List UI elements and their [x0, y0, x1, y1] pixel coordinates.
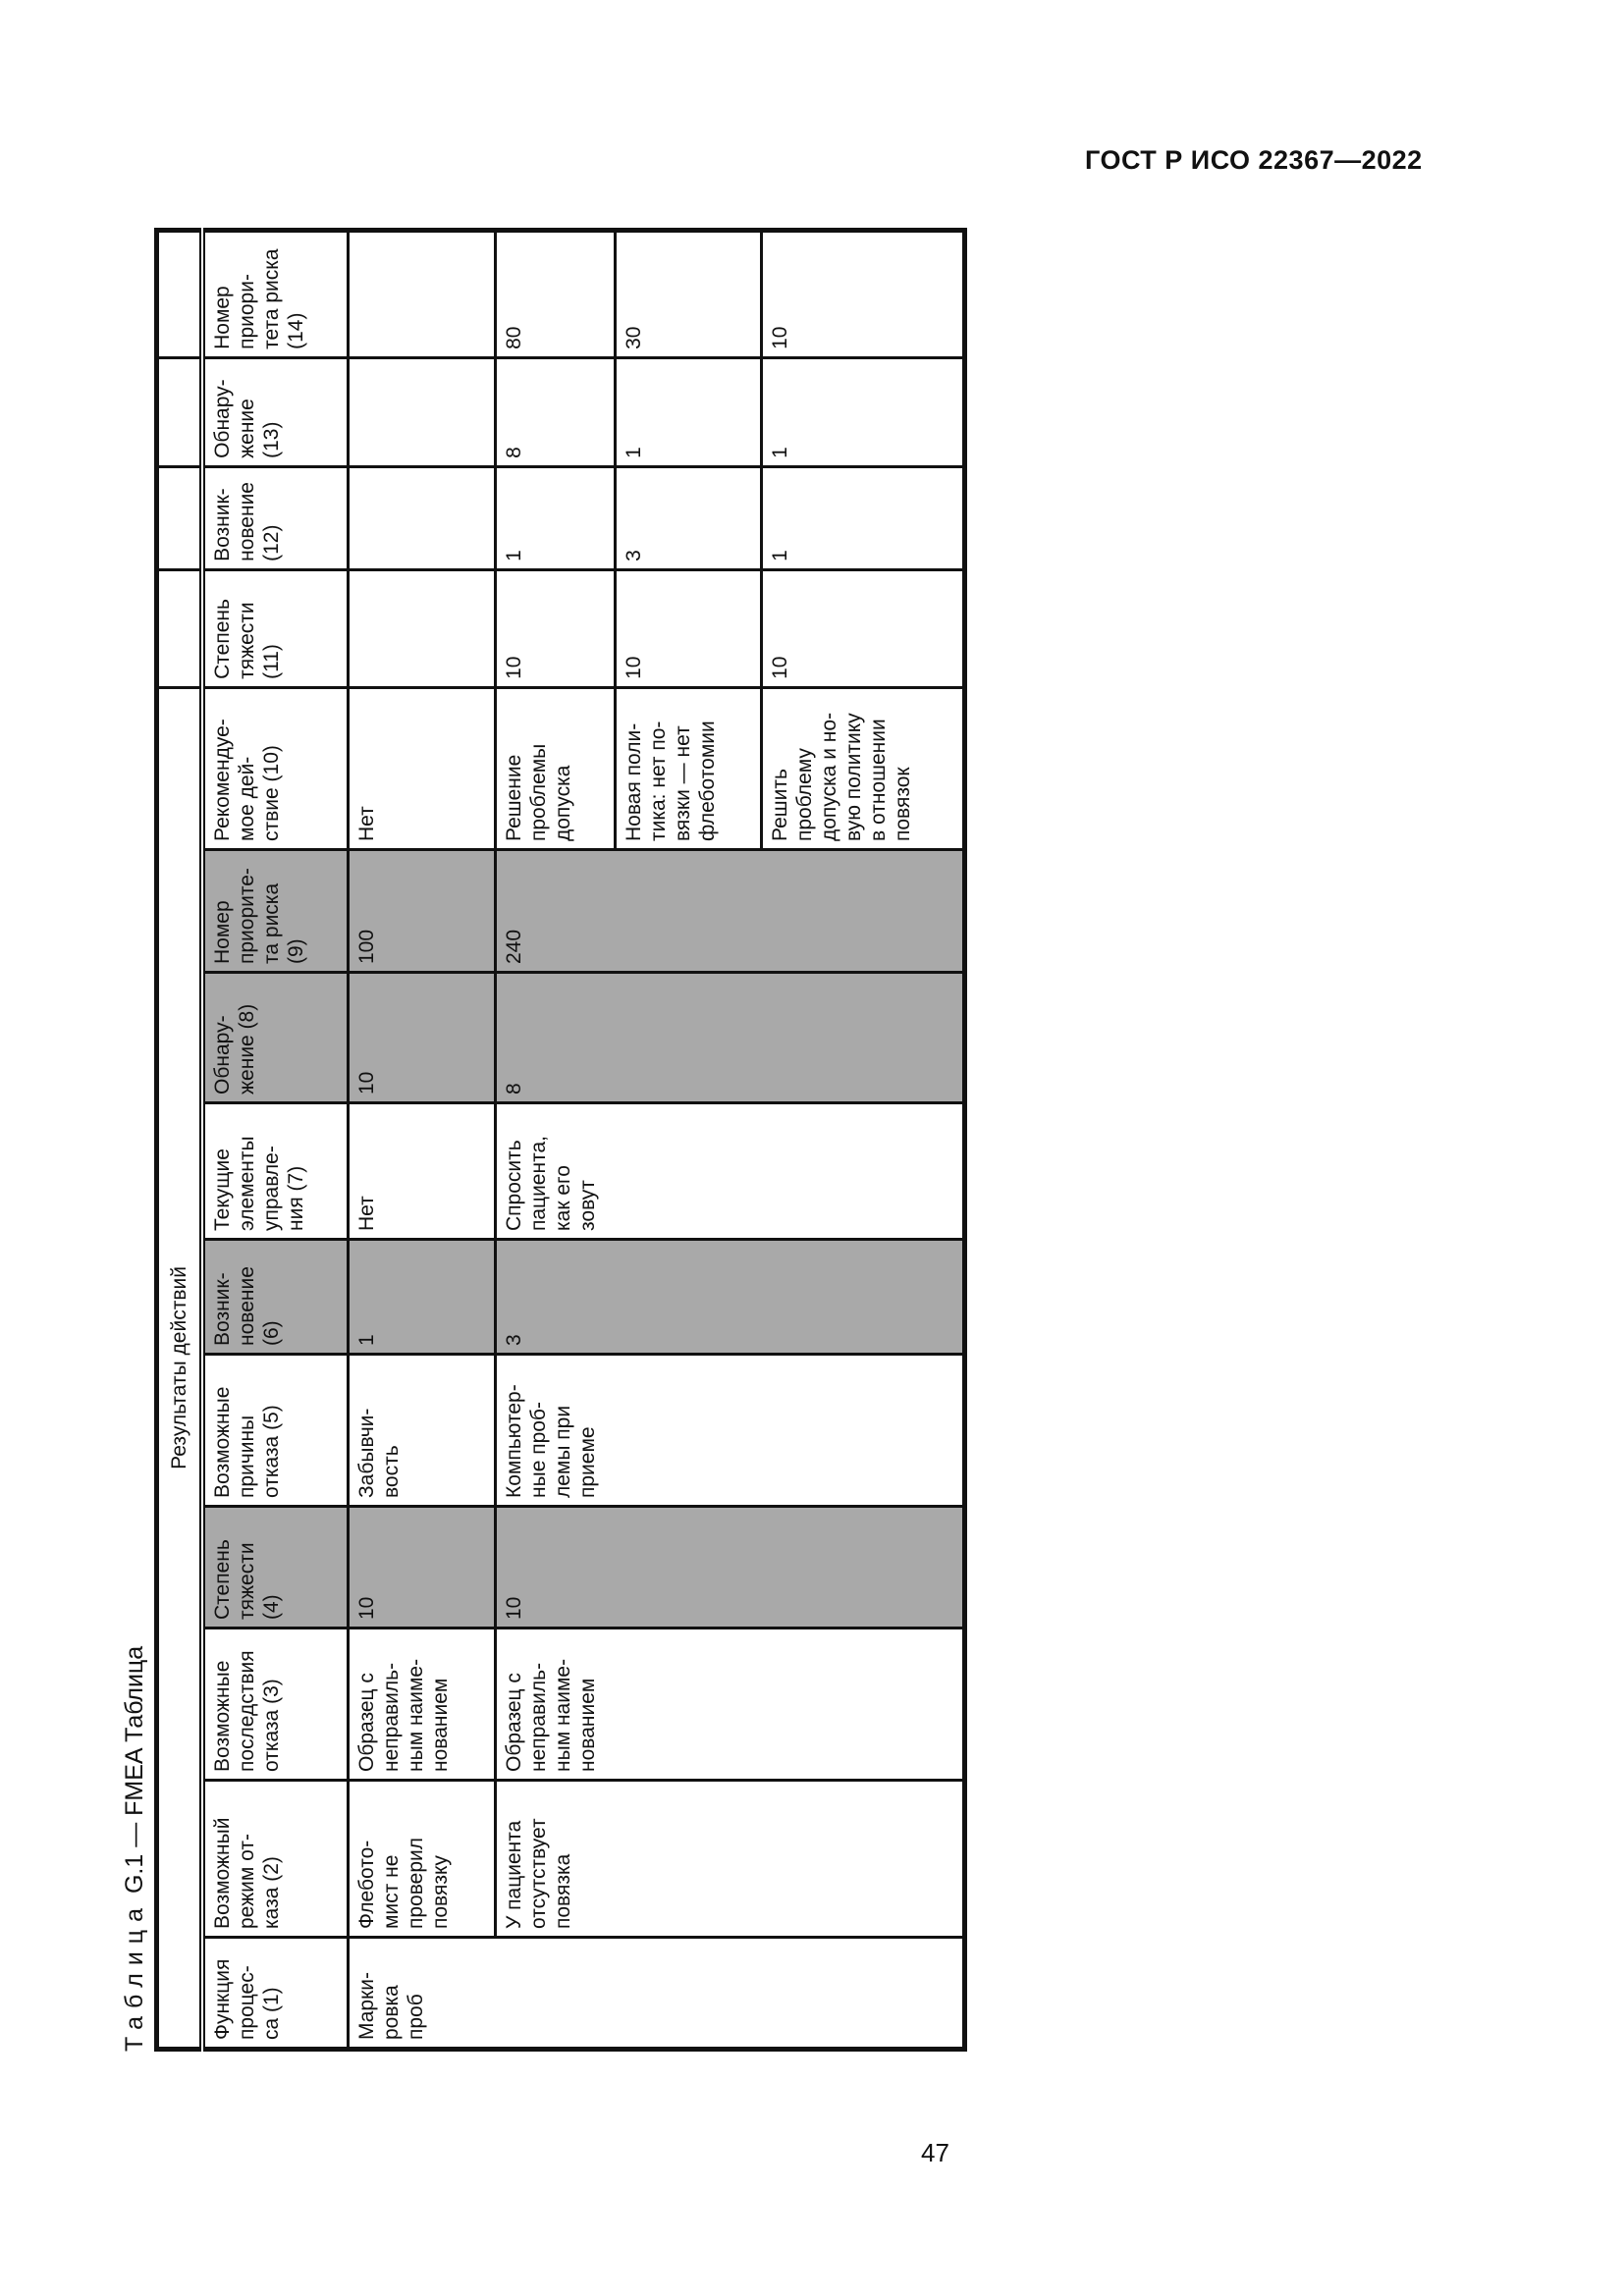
column-header-cell-1: Функция процес- са (1) [201, 1937, 349, 2050]
data-cell: 1 [761, 466, 965, 570]
data-cell: 8 [495, 357, 616, 467]
column-header-cell-4: Степень тяжести (4) [201, 1506, 349, 1629]
data-cell: Образец с неправиль- ным наиме- нованием [348, 1628, 496, 1781]
standard-designation: ГОСТ Р ИСО 22367—2022 [1085, 145, 1423, 175]
group-header-empty-cell [156, 466, 202, 570]
data-cell: 1 [761, 357, 965, 467]
column-header-cell-9: Номер приорите- та риска (9) [201, 849, 349, 973]
empty-cell [348, 466, 496, 570]
data-cell: 3 [615, 466, 762, 570]
data-cell: Компьютер- ные проб- лемы при приеме [495, 1354, 965, 1507]
table-title-rest: G.1 — FMEA Таблица [121, 1645, 148, 1900]
data-cell: Решить проблему допуска и но- вую полити… [761, 687, 965, 850]
data-cell: 100 [348, 849, 496, 973]
fmea-table-container: Результаты действий Функция процес- са (1… [154, 227, 967, 2052]
data-cell: Новая поли- тика: нет по- вязки — нет фл… [615, 687, 762, 850]
empty-cell [348, 569, 496, 688]
data-cell: Образец с неправиль- ным наиме- нованием [495, 1628, 965, 1781]
data-cell: 10 [761, 569, 965, 688]
data-cell: 10 [495, 1506, 965, 1629]
empty-cell [348, 230, 496, 358]
column-header-cell-2: Возможный режим от- каза (2) [201, 1780, 349, 1938]
data-cell: 1 [615, 357, 762, 467]
empty-cell [348, 357, 496, 467]
page-number: 47 [921, 2138, 949, 2167]
data-cell: 10 [615, 569, 762, 688]
data-cell: Решение проблемы допуска [495, 687, 616, 850]
data-cell: Забывчи- вость [348, 1354, 496, 1507]
data-cell: 10 [348, 972, 496, 1103]
data-cell: 80 [495, 230, 616, 358]
data-cell: 1 [495, 466, 616, 570]
column-header-cell-7: Текущие элементы управле- ния (7) [201, 1102, 349, 1240]
data-cell: 10 [495, 569, 616, 688]
table-title-word: Таблица [121, 1899, 148, 2052]
column-header-cell-8: Обнару- жение (8) [201, 972, 349, 1103]
group-header-empty-cell [156, 569, 202, 688]
data-cell: 30 [615, 230, 762, 358]
column-header-cell-10: Рекомендуе- мое дей- ствие (10) [201, 687, 349, 850]
table-title: Таблица G.1 — FMEA Таблица [120, 233, 149, 2052]
data-cell: Нет [348, 1102, 496, 1240]
column-header-cell-5: Возможные причины отказа (5) [201, 1354, 349, 1507]
data-cell: 3 [495, 1239, 965, 1355]
data-cell: 10 [348, 1506, 496, 1629]
column-header-cell-12: Возник- новение (12) [201, 466, 349, 570]
data-cell: У пациента отсутствует повязка [495, 1780, 965, 1938]
group-header-empty-cell [156, 230, 202, 358]
column-header-cell-3: Возможные последствия отказа (3) [201, 1628, 349, 1781]
data-cell: 1 [348, 1239, 496, 1355]
data-cell: Нет [348, 687, 496, 850]
data-cell: Флебото- мист не проверил повязку [348, 1780, 496, 1938]
group-header-cell: Результаты действий [156, 687, 202, 2050]
column-header-cell-13: Обнару- жение (13) [201, 357, 349, 467]
fmea-table: Результаты действий Функция процес- са (1… [154, 227, 967, 2052]
data-cell: 240 [495, 849, 965, 973]
column-header-cell-11: Степень тяжести (11) [201, 569, 349, 688]
data-cell: Спросить пациента, как его зовут [495, 1102, 965, 1240]
data-cell: 8 [495, 972, 965, 1103]
column-header-cell-14: Номер приори- тета риска (14) [201, 230, 349, 358]
column-header-cell-6: Возник- новение (6) [201, 1239, 349, 1355]
data-cell: 10 [761, 230, 965, 358]
data-cell: Марки- ровка проб [348, 1937, 965, 2050]
group-header-empty-cell [156, 357, 202, 467]
